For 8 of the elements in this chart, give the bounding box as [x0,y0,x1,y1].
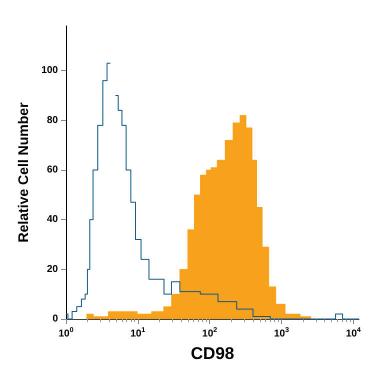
y-tick-label: 0 [52,314,58,324]
x-axis-title: CD98 [190,344,234,363]
y-tick-label: 20 [46,264,58,275]
y-tick-label: 100 [41,65,58,76]
y-axis-title: Relative Cell Number [15,102,31,243]
y-tick-label: 40 [46,214,58,226]
y-tick-label: 60 [46,164,58,176]
y-tick-label: 80 [46,114,58,126]
